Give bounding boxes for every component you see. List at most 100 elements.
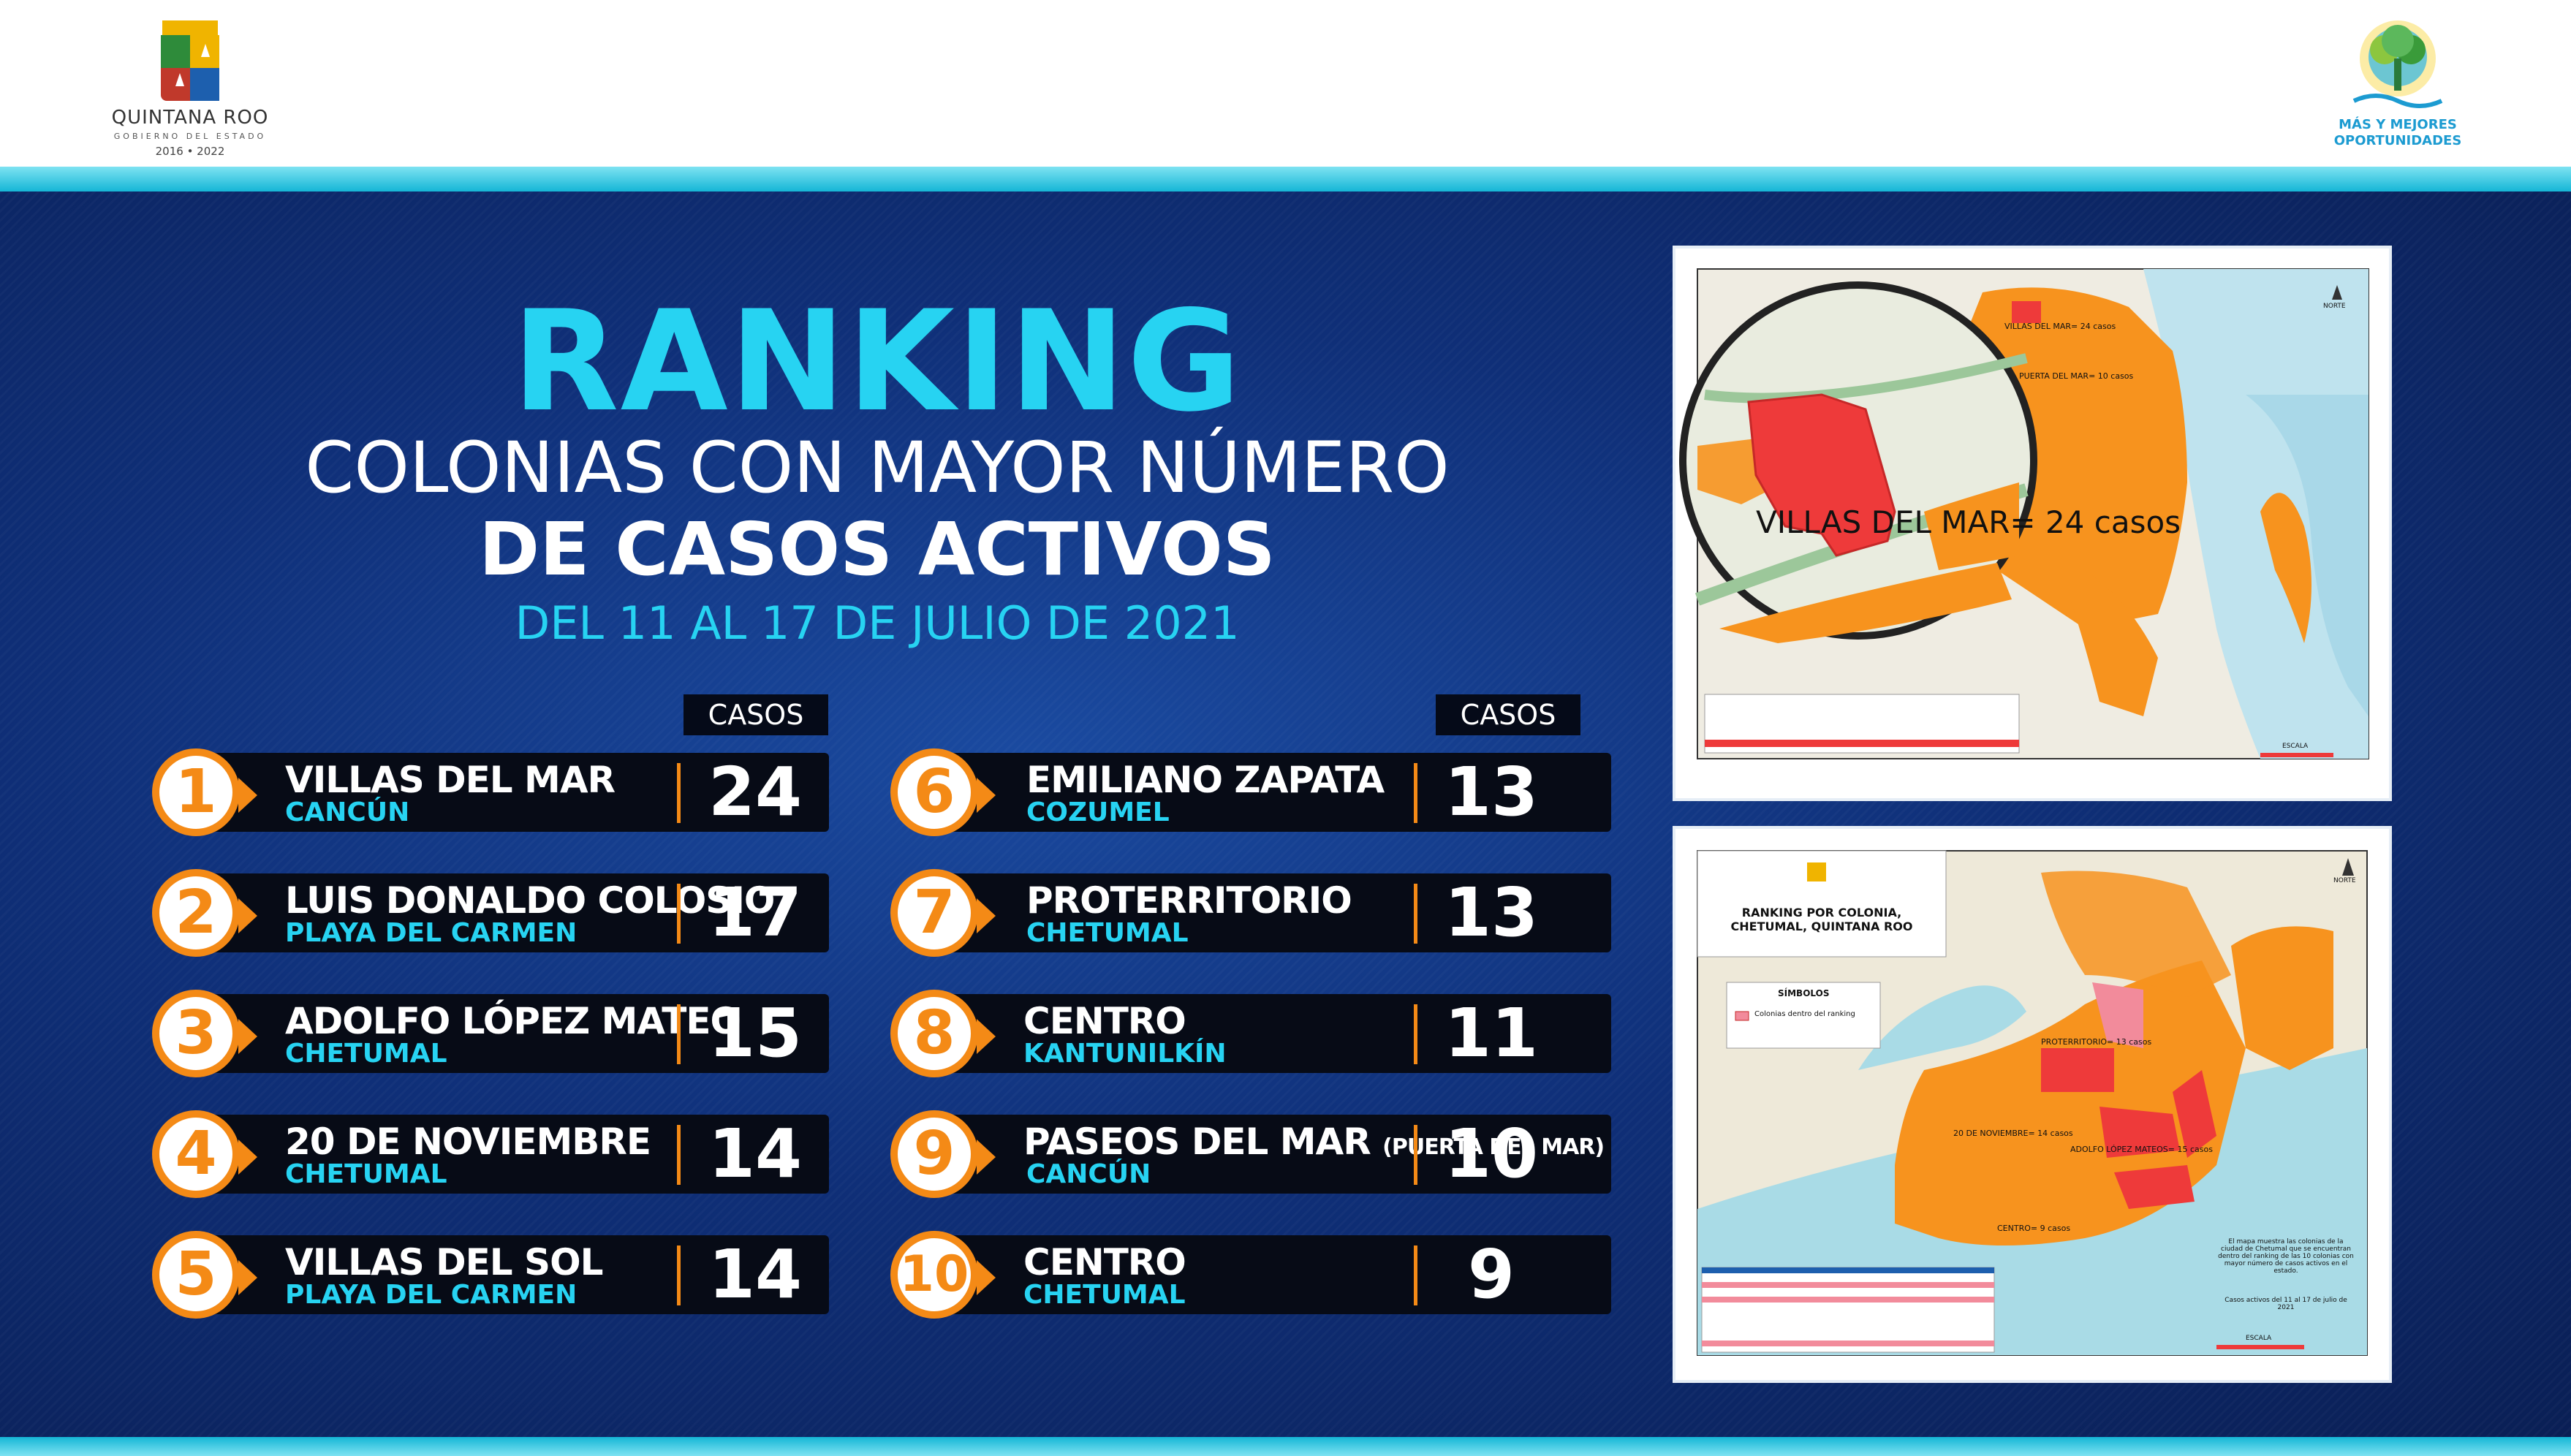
city-name: CHETUMAL [285, 1039, 447, 1069]
badge-arrow-icon [238, 898, 257, 933]
row-divider [677, 1125, 681, 1185]
chetumal-map-graphic [1675, 829, 2389, 1380]
ranking-row: 4 20 DE NOVIEMBRE CHETUMAL 14 [152, 1110, 829, 1198]
colonia-name: PASEOS DEL MAR (PUERTA DEL MAR) [1023, 1121, 1605, 1169]
row-bar [934, 1235, 1611, 1314]
ranking-row: 5 VILLAS DEL SOL PLAYA DEL CARMEN 14 [152, 1231, 829, 1319]
colonia-name: 20 DE NOVIEMBRE [285, 1121, 651, 1163]
colonia-name: ADOLFO LÓPEZ MATEO [285, 1000, 741, 1042]
rank-number: 6 [913, 757, 955, 827]
logo-left-subtitle: GOBIERNO DEL ESTADO [113, 132, 267, 141]
casos-column-header-right: CASOS [1436, 694, 1580, 735]
badge-arrow-icon [977, 1260, 996, 1295]
map-callout-label: VILLAS DEL MAR= 24 casos [1756, 504, 2181, 540]
row-bar [934, 994, 1611, 1073]
case-count: 13 [1444, 753, 1539, 831]
colonia-name: CENTRO [1023, 1241, 1186, 1284]
chetumal-map-title: RANKING POR COLONIA, CHETUMAL, QUINTANA … [1730, 906, 1913, 933]
case-count: 15 [708, 994, 803, 1072]
top-stripe [0, 167, 2571, 192]
ranking-row: 1 VILLAS DEL MAR CANCÚN 24 [152, 748, 829, 836]
row-divider [677, 884, 681, 944]
subtitle-line1: COLONIAS CON MAYOR NÚMERO [305, 427, 1450, 509]
row-bar [196, 994, 829, 1073]
logo-right-line1: MÁS Y MEJORES [2339, 117, 2457, 132]
ranking-row: 8 CENTRO KANTUNILKÍN 11 [890, 990, 1611, 1077]
rank-number: 8 [913, 998, 955, 1068]
row-divider [1414, 1245, 1417, 1305]
tree-logo-icon [2352, 20, 2443, 108]
scale-label: ESCALA [2282, 743, 2309, 750]
row-bar [934, 1115, 1611, 1194]
row-divider [1414, 763, 1417, 823]
city-name: PLAYA DEL CARMEN [285, 1280, 578, 1310]
case-count: 10 [1444, 1115, 1539, 1193]
case-count: 9 [1467, 1235, 1515, 1313]
north-label: NORTE [2333, 877, 2356, 884]
city-name: CANCÚN [1026, 1159, 1151, 1189]
row-bar [196, 753, 829, 832]
badge-arrow-icon [238, 1260, 257, 1295]
city-name: CHETUMAL [1026, 918, 1189, 948]
case-count: 24 [708, 753, 803, 831]
logo-left-years: 2016 • 2022 [155, 145, 225, 158]
cancun-map: VILLAS DEL MAR= 24 casos VILLAS DEL MAR=… [1673, 246, 2392, 801]
city-name: CHETUMAL [285, 1159, 447, 1189]
row-divider [677, 1245, 681, 1305]
city-name: KANTUNILKÍN [1023, 1039, 1227, 1069]
colonia-name: EMILIANO ZAPATA [1026, 759, 1385, 801]
casos-column-header-left: CASOS [684, 694, 828, 735]
state-seal-icon [161, 20, 219, 101]
case-count: 13 [1444, 873, 1539, 952]
row-divider [1414, 1125, 1417, 1185]
badge-arrow-icon [977, 778, 996, 813]
header [0, 0, 2571, 167]
ranking-row: 3 ADOLFO LÓPEZ MATEO CHETUMAL 15 [152, 990, 829, 1077]
row-divider [677, 1004, 681, 1064]
rank-badge: 4 [152, 1110, 257, 1198]
rank-number: 4 [175, 1119, 217, 1188]
city-name: CHETUMAL [1023, 1280, 1186, 1310]
row-bar [934, 873, 1611, 952]
badge-arrow-icon [238, 778, 257, 813]
rank-badge: 1 [152, 748, 257, 836]
badge-arrow-icon [977, 898, 996, 933]
case-count: 17 [708, 873, 803, 952]
city-name: COZUMEL [1026, 797, 1170, 827]
rank-number: 10 [899, 1245, 969, 1303]
rank-badge: 3 [152, 990, 257, 1077]
rank-badge: 5 [152, 1231, 257, 1319]
row-divider [1414, 1004, 1417, 1064]
subtitle-line2: DE CASOS ACTIVOS [479, 507, 1276, 592]
city-name: PLAYA DEL CARMEN [285, 918, 578, 948]
rank-badge: 7 [890, 869, 996, 957]
colonia-name-main: PASEOS DEL MAR [1023, 1121, 1371, 1163]
rank-badge: 6 [890, 748, 996, 836]
map-label-centro: CENTRO= 9 casos [1997, 1224, 2071, 1233]
logo-right-line2: OPORTUNIDADES [2333, 133, 2462, 148]
colonia-name: CENTRO [1023, 1000, 1186, 1042]
colonia-name: VILLAS DEL MAR [285, 759, 616, 801]
mas-oportunidades-logo: MÁS Y MEJORES OPORTUNIDADES [2325, 15, 2471, 161]
map-label-villas: VILLAS DEL MAR= 24 casos [2004, 322, 2116, 331]
rank-badge: 9 [890, 1110, 996, 1198]
quintana-roo-logo: QUINTANA ROO GOBIERNO DEL ESTADO 2016 • … [110, 13, 270, 159]
rank-number: 7 [913, 878, 955, 947]
map-note: El mapa muestra las colonias de la ciuda… [2218, 1238, 2354, 1275]
symbols-item: Colonias dentro del ranking [1754, 1010, 1855, 1018]
city-name: CANCÚN [285, 797, 410, 827]
rank-number: 2 [175, 878, 217, 947]
rank-number: 9 [913, 1119, 955, 1188]
rank-number: 5 [175, 1240, 217, 1309]
rank-badge: 8 [890, 990, 996, 1077]
rank-number: 1 [175, 757, 217, 827]
ranking-row: 2 LUIS DONALDO COLOSIO PLAYA DEL CARMEN … [152, 869, 829, 957]
symbols-title: SÍMBOLOS [1778, 988, 1830, 998]
row-bar [196, 1115, 829, 1194]
map-label-adolfo: ADOLFO LÓPEZ MATEOS= 15 casos [2070, 1145, 2213, 1154]
cancun-map-graphic [1675, 249, 2389, 798]
bottom-stripe [0, 1437, 2571, 1456]
badge-arrow-icon [977, 1140, 996, 1175]
map-label-20nov: 20 DE NOVIEMBRE= 14 casos [1953, 1129, 2073, 1138]
colonia-name: PROTERRITORIO [1026, 879, 1352, 922]
